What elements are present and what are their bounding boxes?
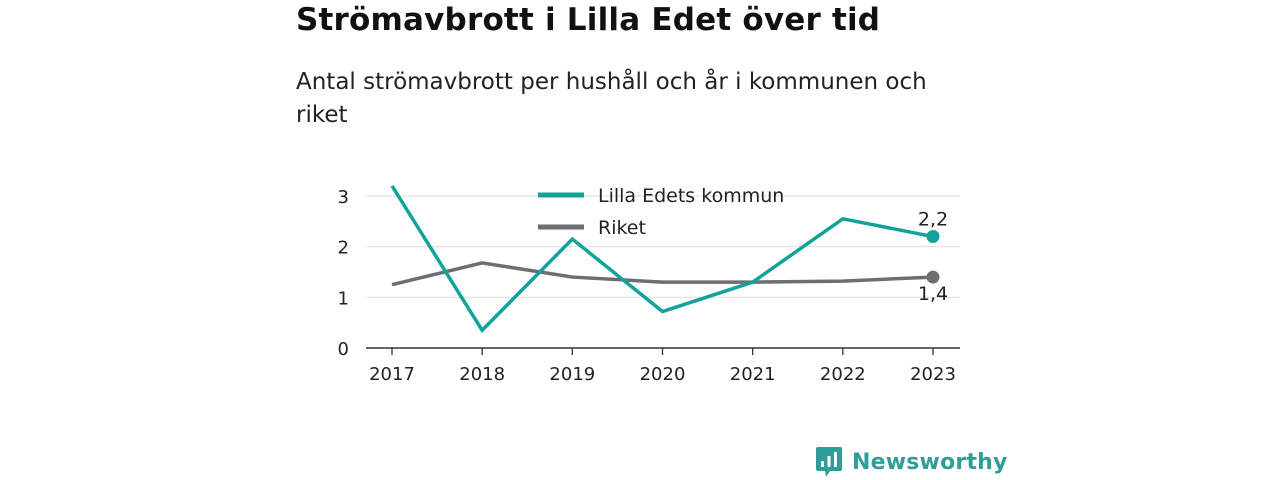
- series-line-lilla-edet: [390, 184, 934, 334]
- y-tick-label: 3: [338, 187, 349, 208]
- legend: Lilla Edets kommun Riket: [538, 185, 784, 239]
- x-tick-label: 2020: [640, 364, 686, 385]
- y-tick-label: 2: [338, 238, 349, 259]
- x-tick-label: 2021: [730, 364, 776, 385]
- x-tick-label: 2018: [459, 364, 505, 385]
- grid: [366, 195, 960, 298]
- chart-title: Strömavbrott i Lilla Edet över tid: [296, 2, 881, 38]
- brand-name: Newsworthy: [852, 449, 1008, 475]
- series-line-riket: [391, 261, 934, 287]
- line-chart: 2017 2018 2019 2020 2021 2022 2023 0 1 2 3 1,4 2,2…: [338, 184, 960, 385]
- legend-label: Lilla Edets kommun: [598, 185, 784, 207]
- x-tick-label: 2023: [910, 364, 956, 385]
- y-axis: 0 1 2 3: [338, 187, 349, 360]
- x-tick-label: 2017: [369, 364, 415, 385]
- legend-label: Riket: [598, 217, 646, 239]
- chart-subtitle: Antal strömavbrott per hushåll och år i …: [296, 69, 927, 128]
- x-tick-label: 2019: [549, 364, 595, 385]
- y-tick-label: 1: [338, 288, 349, 309]
- y-tick-label: 0: [338, 339, 349, 360]
- x-axis: 2017 2018 2019 2020 2021 2022 2023: [366, 347, 960, 385]
- series-lines: 1,4 2,2: [390, 184, 948, 334]
- data-label: 1,4: [918, 283, 948, 305]
- bar-chart-icon: [816, 447, 842, 477]
- data-label: 2,2: [918, 209, 948, 231]
- brand-logo: Newsworthy: [815, 445, 1008, 479]
- x-tick-label: 2022: [820, 364, 866, 385]
- series-end-point: [926, 270, 940, 284]
- series-end-point: [926, 230, 940, 244]
